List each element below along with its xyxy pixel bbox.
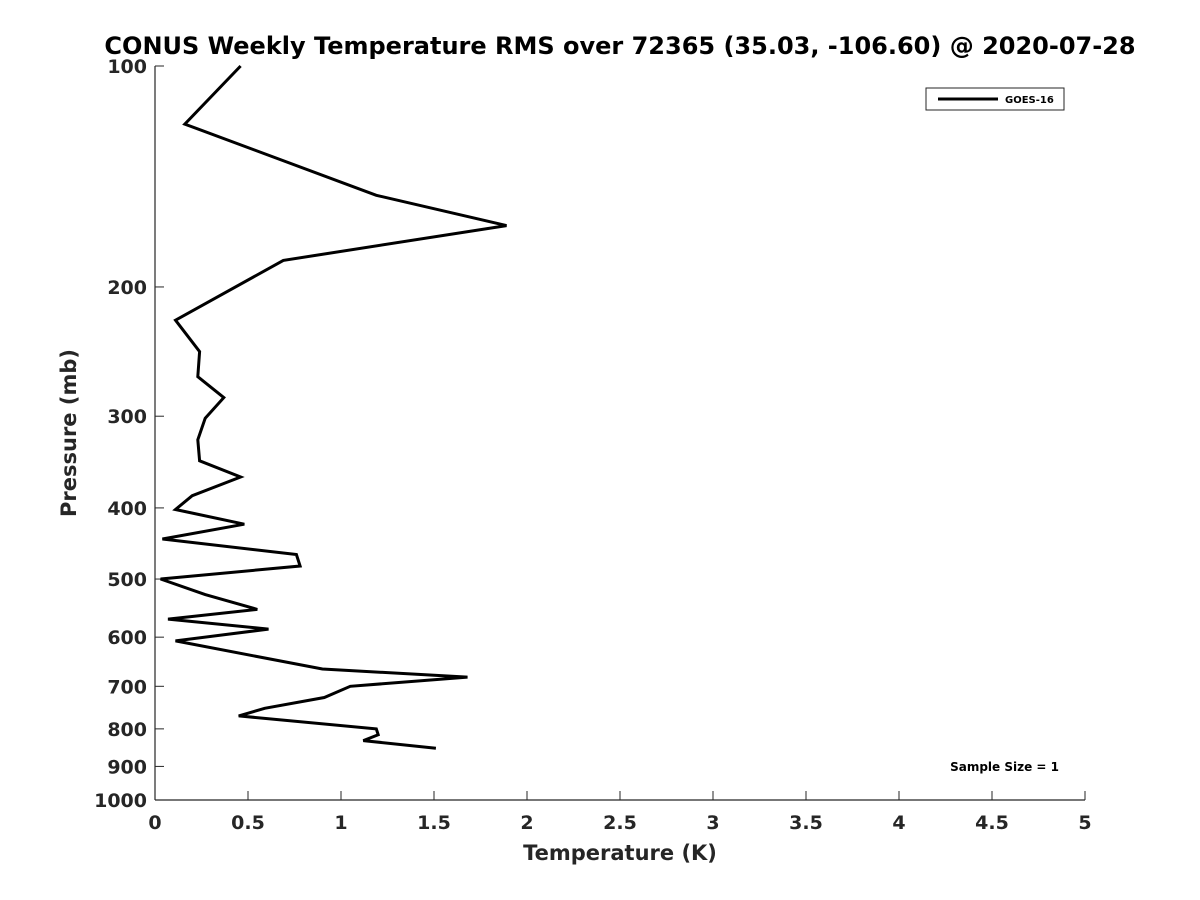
x-tick-label: 3.5 xyxy=(789,812,823,834)
legend-label: GOES-16 xyxy=(1005,95,1054,106)
y-tick-label: 1000 xyxy=(94,790,147,812)
y-tick-label: 700 xyxy=(107,676,147,698)
legend: GOES-16 xyxy=(925,87,1065,111)
y-tick-label: 800 xyxy=(107,719,147,741)
y-axis-label: Pressure (mb) xyxy=(57,349,81,517)
y-tick-label: 900 xyxy=(107,756,147,778)
series-line-0 xyxy=(160,64,507,750)
x-tick-label: 3 xyxy=(706,812,719,834)
x-tick-label: 1.5 xyxy=(417,812,451,834)
x-tick-label: 4 xyxy=(892,812,905,834)
x-tick-label: 2 xyxy=(520,812,533,834)
y-tick-label: 600 xyxy=(107,627,147,649)
y-tick-label: 400 xyxy=(107,498,147,520)
plot-area: 0 0.5 1 1.5 2 2.5 3 3.5 4 4.5 5 100 200 300 400 500 600… xyxy=(94,56,1092,834)
y-tick-label: 300 xyxy=(107,406,147,428)
x-tick-label: 1 xyxy=(334,812,347,834)
x-tick-label: 0 xyxy=(148,812,161,834)
x-tick-label: 4.5 xyxy=(975,812,1009,834)
x-ticks: 0 0.5 1 1.5 2 2.5 3 3.5 4 4.5 5 xyxy=(148,791,1092,834)
sample-size-annotation: Sample Size = 1 xyxy=(950,760,1059,774)
x-tick-label: 0.5 xyxy=(231,812,265,834)
y-ticks: 100 200 300 400 500 600 700 800 900 1000 xyxy=(94,56,164,812)
y-tick-label: 200 xyxy=(107,277,147,299)
x-tick-label: 5 xyxy=(1078,812,1091,834)
y-tick-label: 500 xyxy=(107,569,147,591)
chart-title: CONUS Weekly Temperature RMS over 72365 … xyxy=(104,32,1135,60)
y-tick-label: 100 xyxy=(107,56,147,78)
series-layer xyxy=(160,64,507,750)
x-axis-label: Temperature (K) xyxy=(523,841,717,865)
x-tick-label: 2.5 xyxy=(603,812,637,834)
